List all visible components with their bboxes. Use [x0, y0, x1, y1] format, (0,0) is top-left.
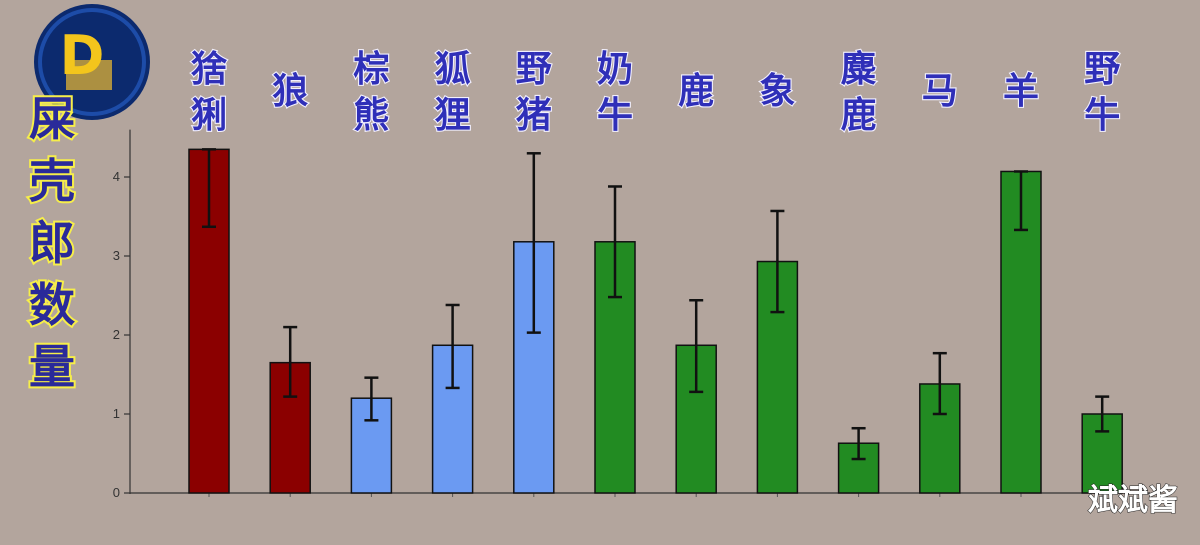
- category-label-char: 棕: [353, 49, 389, 90]
- y-tick-label: 4: [113, 169, 120, 184]
- watermark-text: 斌斌酱: [1088, 483, 1178, 518]
- y-tick-label: 1: [113, 406, 120, 421]
- category-label-char: 熊: [353, 95, 389, 136]
- category-label-char: 奶: [597, 49, 633, 90]
- category-label-char: 野: [1084, 49, 1120, 90]
- logo-block: [66, 60, 112, 90]
- category-label: 马: [921, 70, 959, 113]
- y-axis-label-char: 郎: [29, 216, 75, 270]
- y-axis-label-char: 屎: [29, 92, 75, 146]
- y-tick-label: 3: [113, 248, 120, 263]
- category-label-char: 羊: [1003, 71, 1039, 112]
- category-label: 猞猁: [190, 48, 228, 137]
- category-label-char: 麋: [841, 49, 877, 90]
- y-axis-label-char: 壳: [29, 154, 75, 208]
- logo-letter: D: [60, 24, 105, 87]
- category-label-char: 野: [516, 49, 552, 90]
- category-label-char: 猪: [516, 95, 552, 136]
- category-label: 棕熊: [352, 48, 390, 137]
- category-label-char: 鹿: [678, 71, 714, 112]
- category-label-char: 鹿: [841, 95, 877, 136]
- y-tick-label: 0: [113, 485, 120, 500]
- y-axis-label-char: 量: [29, 340, 75, 394]
- category-label: 象: [758, 70, 796, 113]
- logo-ring: [38, 8, 146, 116]
- y-axis-label-char: 数: [29, 278, 75, 332]
- category-label-char: 猁: [191, 95, 227, 136]
- category-label: 羊: [1002, 70, 1040, 113]
- category-label: 奶牛: [596, 48, 634, 137]
- category-label: 麋鹿: [839, 48, 877, 137]
- category-label: 狼: [271, 70, 309, 113]
- category-label-char: 牛: [597, 95, 633, 136]
- category-label-char: 猞: [191, 49, 227, 90]
- category-label: 野牛: [1083, 48, 1121, 137]
- category-label: 狐狸: [433, 48, 471, 137]
- category-label-char: 狸: [435, 95, 471, 136]
- category-label-char: 狼: [272, 71, 308, 112]
- category-label-char: 马: [922, 71, 958, 112]
- logo-badge: D: [34, 4, 150, 120]
- y-tick-label: 2: [113, 327, 120, 342]
- category-label-char: 象: [759, 71, 795, 112]
- category-label-char: 狐: [435, 49, 471, 90]
- category-label: 野猪: [515, 48, 553, 137]
- category-label: 鹿: [677, 70, 715, 113]
- category-label-char: 牛: [1084, 95, 1120, 136]
